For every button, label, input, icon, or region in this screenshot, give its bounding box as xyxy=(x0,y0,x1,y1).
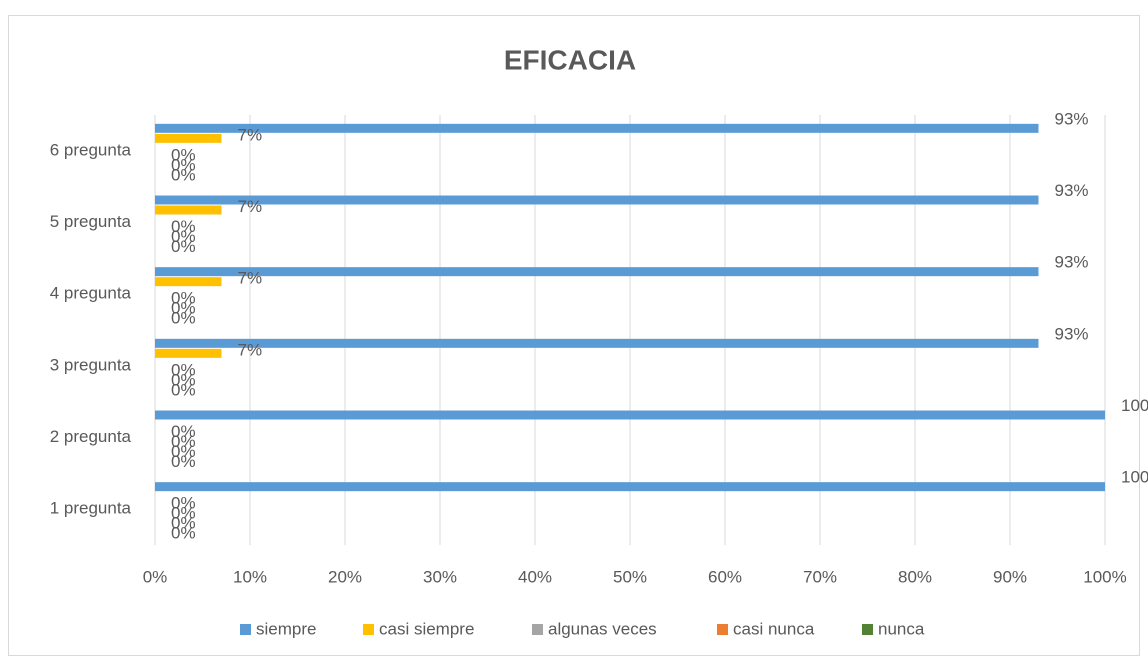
data-label: 0% xyxy=(171,227,196,246)
data-label: 0% xyxy=(171,432,196,451)
legend-swatch xyxy=(532,624,543,635)
bar xyxy=(155,277,222,287)
data-label: 0% xyxy=(171,145,196,164)
bar xyxy=(155,205,222,215)
y-tick-label: 5 pregunta xyxy=(50,212,132,231)
y-tick-label: 1 pregunta xyxy=(50,499,132,518)
y-tick-label: 2 pregunta xyxy=(50,427,132,446)
bar xyxy=(155,482,1105,492)
legend-swatch xyxy=(717,624,728,635)
y-tick-label: 4 pregunta xyxy=(50,284,132,303)
legend-swatch xyxy=(240,624,251,635)
bar xyxy=(155,195,1039,205)
legend-swatch xyxy=(363,624,374,635)
legend-label: algunas veces xyxy=(548,619,657,638)
x-tick-label: 70% xyxy=(803,567,837,586)
data-label: 0% xyxy=(171,380,196,399)
bar xyxy=(155,338,1039,348)
data-label: 0% xyxy=(171,217,196,236)
data-label: 93% xyxy=(1055,181,1089,200)
data-label: 0% xyxy=(171,504,196,523)
x-tick-label: 10% xyxy=(233,567,267,586)
legend-label: siempre xyxy=(256,619,316,638)
data-label: 100% xyxy=(1121,396,1148,415)
data-label: 93% xyxy=(1055,324,1089,343)
data-label: 0% xyxy=(171,299,196,318)
data-label: 7% xyxy=(238,340,263,359)
data-label: 0% xyxy=(171,289,196,308)
bar xyxy=(155,267,1039,277)
x-tick-label: 20% xyxy=(328,567,362,586)
legend-label: nunca xyxy=(878,619,925,638)
bar xyxy=(155,348,222,358)
x-tick-label: 0% xyxy=(143,567,168,586)
data-label: 0% xyxy=(171,237,196,256)
x-tick-label: 40% xyxy=(518,567,552,586)
data-label: 93% xyxy=(1055,253,1089,272)
data-label: 0% xyxy=(171,452,196,471)
data-label: 0% xyxy=(171,422,196,441)
x-tick-label: 30% xyxy=(423,567,457,586)
chart-border xyxy=(8,15,1140,656)
chart-title: EFICACIA xyxy=(504,44,636,75)
legend-label: casi nunca xyxy=(733,619,815,638)
data-label: 7% xyxy=(238,125,263,144)
data-label: 0% xyxy=(171,309,196,328)
y-tick-label: 6 pregunta xyxy=(50,140,132,159)
data-label: 7% xyxy=(238,197,263,216)
bar xyxy=(155,133,222,143)
data-label: 0% xyxy=(171,494,196,513)
data-label: 0% xyxy=(171,514,196,533)
data-label: 100% xyxy=(1121,468,1148,487)
data-label: 0% xyxy=(171,360,196,379)
data-label: 0% xyxy=(171,165,196,184)
data-label: 93% xyxy=(1055,109,1089,128)
x-tick-label: 80% xyxy=(898,567,932,586)
x-tick-label: 50% xyxy=(613,567,647,586)
legend-label: casi siempre xyxy=(379,619,474,638)
data-label: 0% xyxy=(171,442,196,461)
data-label: 0% xyxy=(171,155,196,174)
x-tick-label: 60% xyxy=(708,567,742,586)
x-tick-label: 100% xyxy=(1083,567,1126,586)
x-tick-label: 90% xyxy=(993,567,1027,586)
bar xyxy=(155,123,1039,133)
data-label: 7% xyxy=(238,269,263,288)
legend-swatch xyxy=(862,624,873,635)
data-label: 0% xyxy=(171,370,196,389)
y-tick-label: 3 pregunta xyxy=(50,355,132,374)
data-label: 0% xyxy=(171,524,196,543)
bar xyxy=(155,410,1105,420)
